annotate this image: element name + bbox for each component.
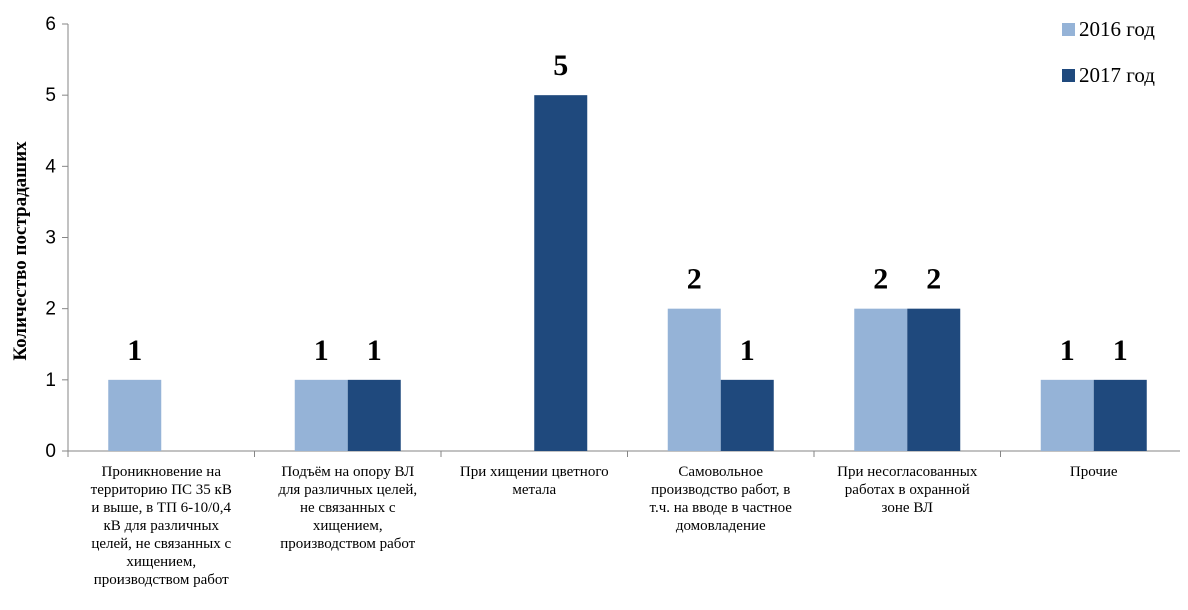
x-tick-label-line: зоне ВЛ <box>881 500 933 516</box>
x-tick-label-line: для различных целей, <box>278 482 418 498</box>
x-tick-label: При хищении цветного метала <box>442 463 626 499</box>
data-label: 5 <box>553 49 568 82</box>
data-label: 1 <box>1113 334 1128 367</box>
x-tick-label-line: хищением, <box>126 554 197 570</box>
legend-swatch <box>1062 23 1075 36</box>
x-tick-label: Самовольное производство работ, в т.ч. на … <box>629 463 813 535</box>
x-tick-label-line: При несогласованных <box>837 464 978 480</box>
y-tick-label: 5 <box>45 85 56 106</box>
data-label: 2 <box>873 263 888 296</box>
x-tick-label-line: кВ для различных <box>103 518 220 534</box>
legend-label: 2016 год <box>1079 17 1155 41</box>
data-labels: 1 1 1 5 2 1 2 2 1 1 <box>127 49 1128 367</box>
legend-label: 2017 год <box>1079 63 1155 87</box>
bars <box>108 95 1147 452</box>
bar <box>294 379 348 451</box>
bar <box>1093 379 1147 451</box>
bar <box>907 308 961 451</box>
data-label: 1 <box>740 334 755 367</box>
data-label: 1 <box>314 334 329 367</box>
y-tick-label: 4 <box>45 156 56 177</box>
x-tick-label-line: производством работ <box>93 572 229 588</box>
x-tick-label-line: При хищении цветного <box>459 464 609 480</box>
y-tick-label: 6 <box>45 14 56 35</box>
y-tick-label: 2 <box>45 299 56 320</box>
data-label: 1 <box>1060 334 1075 367</box>
x-tick-label-line: работах в охранной <box>844 482 970 498</box>
legend-item: 2016 год <box>1062 17 1155 42</box>
x-tick-label-line: Прочие <box>1069 464 1118 480</box>
y-tick-label: 0 <box>45 441 56 462</box>
x-tick-label-line: Самовольное <box>678 464 764 480</box>
x-tick-label-line: Проникновение на <box>101 464 221 480</box>
x-tick-label-line: и выше, в ТП 6-10/0,4 <box>91 500 232 516</box>
legend-swatch <box>1062 69 1075 82</box>
y-axis: 0 1 2 3 4 5 6 <box>45 14 1180 462</box>
x-tick-label-line: целей, не связанных с <box>91 536 232 552</box>
bar <box>534 95 588 452</box>
x-tick-label-line: домовладение <box>675 518 766 534</box>
x-tick-label-line: производством работ <box>280 536 416 552</box>
data-label: 1 <box>367 334 382 367</box>
y-axis-title: Количество пострадаших <box>10 141 31 361</box>
x-tick-label-line: хищением, <box>312 518 383 534</box>
x-tick-label-line: т.ч. на вводе в частное <box>649 500 792 516</box>
x-tick-label: Прочие <box>1002 463 1186 481</box>
y-tick-label: 3 <box>45 228 56 249</box>
x-tick-label: Проникновение на территорию ПС 35 кВ и выш… <box>69 463 253 589</box>
x-tick-label-line: не связанных с <box>299 500 396 516</box>
legend-item: 2017 год <box>1062 63 1155 88</box>
y-tick-label: 1 <box>45 370 56 391</box>
bar <box>720 379 774 451</box>
bar <box>854 308 908 451</box>
bar <box>667 308 721 451</box>
x-tick-label-line: метала <box>512 482 557 498</box>
x-tick-label-line: территорию ПС 35 кВ <box>90 482 232 498</box>
x-tick-label-line: Подъём на опору ВЛ <box>281 464 415 480</box>
bar <box>108 379 162 451</box>
x-tick-label-line: производство работ, в <box>651 482 791 498</box>
data-label: 2 <box>687 263 702 296</box>
bar <box>347 379 401 451</box>
bar <box>1040 379 1094 451</box>
x-tick-label: Подъём на опору ВЛ для различных целей, не… <box>256 463 440 553</box>
data-label: 1 <box>127 334 142 367</box>
data-label: 2 <box>926 263 941 296</box>
x-tick-label: При несогласованных работах в охранной зон… <box>815 463 999 517</box>
